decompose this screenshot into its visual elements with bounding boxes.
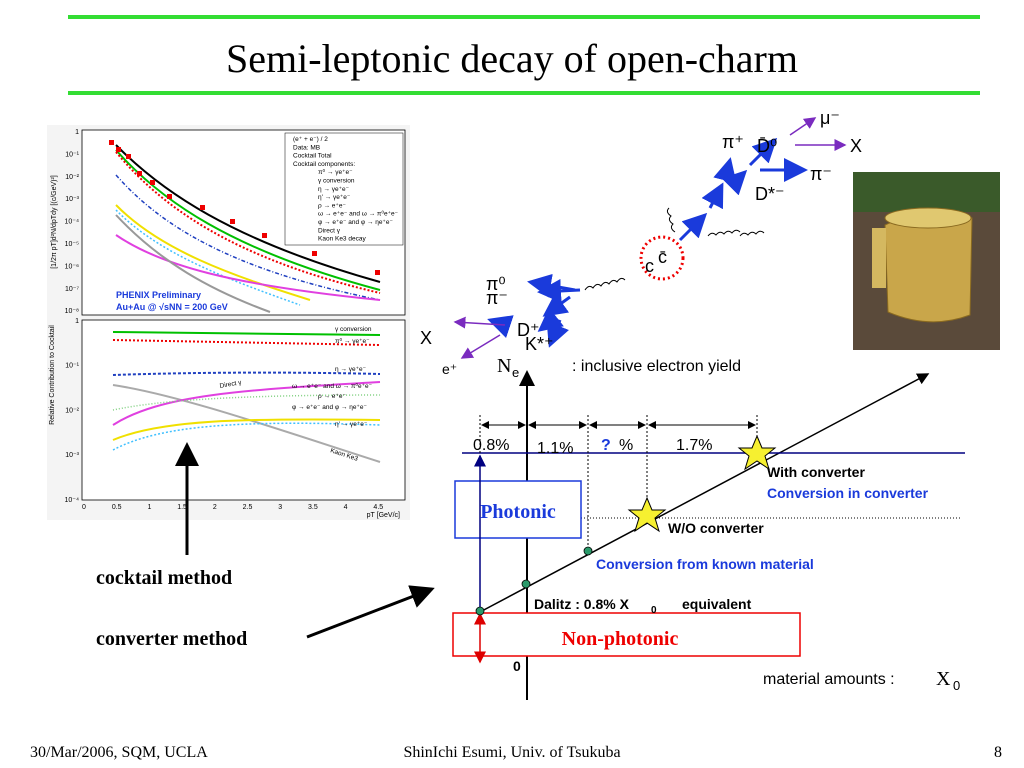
legend-entry: Data: MB [293, 144, 320, 151]
annotation: Conversion in converter [767, 485, 929, 501]
particle-label: π⁻ [810, 164, 832, 184]
curve-label: γ conversion [335, 326, 372, 333]
axis-label-sub: 0 [953, 678, 960, 693]
annotation: With converter [767, 464, 865, 480]
particle-label: μ⁻ [820, 108, 840, 128]
axis-desc: : inclusive electron yield [572, 358, 741, 375]
segment-label: 0.8% [473, 437, 509, 454]
plot-label: Au+Au @ √sNN = 200 GeV [116, 302, 228, 312]
segment-label: 1.7% [676, 437, 712, 454]
y-tick-label: 10⁻² [65, 174, 79, 181]
annotation: Conversion from known material [596, 556, 814, 572]
legend-entry: η' → γe⁺e⁻ [318, 194, 351, 201]
particle-label: π⁻ [486, 288, 508, 308]
box-label: Photonic [480, 501, 556, 523]
curve-label: ρ → e⁺e⁻ [318, 393, 346, 400]
x-tick-label: 0.5 [112, 504, 122, 511]
method-arrows [175, 442, 435, 639]
x-tick-label: 4.5 [373, 504, 383, 511]
particle-label: c̄ [658, 247, 667, 267]
legend-entry: ω → e⁺e⁻ and ω → π⁰e⁺e⁻ [318, 210, 399, 218]
y-tick-label: 10⁻¹ [65, 151, 79, 158]
y-tick-label: 10⁻⁶ [65, 263, 79, 270]
axis-title: [1/2π pT]d²N/dpTdy [(c/GeV)²] [51, 175, 58, 269]
footer-page: 8 [994, 744, 1002, 761]
axis-desc: material amounts : [763, 671, 895, 688]
curve-label: Direct γ [219, 379, 243, 390]
axis-label: X [936, 668, 951, 690]
curve-label: η' → γe⁺e⁻ [335, 421, 368, 428]
x-tick-label: 1 [147, 504, 151, 511]
particle-label: K*⁺ [525, 334, 554, 354]
y-tick-label: 10⁻³ [65, 452, 79, 459]
curve-label: η → γe⁺e⁻ [335, 366, 367, 373]
annotation: equivalent [682, 596, 752, 612]
legend-entry: γ conversion [318, 178, 355, 185]
axis-label-sub: e [512, 365, 519, 380]
x-tick-label: 1.5 [177, 504, 187, 511]
y-tick-label: 10⁻⁴ [65, 219, 80, 226]
particle-label: e⁺ [442, 361, 457, 377]
annotation: Dalitz : 0.8% X [534, 596, 630, 612]
y-tick-label: 10⁻² [65, 407, 79, 414]
particle-label: X [850, 136, 862, 156]
particle-label: X [420, 328, 432, 348]
axis-title: pT [GeV/c] [367, 512, 400, 519]
legend-entry: η → γe⁺e⁻ [318, 186, 350, 193]
y-tick-label: 10⁻⁴ [65, 497, 80, 504]
converter-diagram [452, 370, 965, 700]
annotation: W/O converter [668, 520, 764, 536]
curve-label: π⁰ → γe⁺e⁻ [335, 337, 370, 345]
y-tick-label: 1 [75, 129, 79, 136]
decay-diagram [453, 117, 847, 359]
annotation-sub: 0 [651, 605, 657, 616]
spectrum-plot [47, 125, 410, 520]
x-tick-label: 3 [278, 504, 282, 511]
curve-label: ω → e⁺e⁻ and ω → π⁰e⁺e⁻ [292, 382, 373, 390]
title-rules [68, 15, 980, 95]
particle-label: D*⁻ [755, 184, 785, 204]
footer-author: ShinIchi Esumi, Univ. of Tsukuba [403, 744, 620, 761]
converter-photo [853, 172, 1000, 350]
y-tick-label: 10⁻⁵ [65, 241, 79, 248]
plot-label: PHENIX Preliminary [116, 290, 201, 300]
y-tick-label: 10⁻³ [65, 196, 79, 203]
legend-entry: ρ → e⁺e⁻ [318, 202, 346, 209]
legend-entry: π⁰ → γe⁺e⁻ [318, 168, 353, 176]
axis-label: N [497, 355, 511, 377]
footer-date: 30/Mar/2006, SQM, UCLA [30, 744, 208, 761]
method-label: cocktail method [96, 567, 232, 589]
legend-entry: Direct γ [318, 227, 341, 234]
y-tick-label: 1 [75, 318, 79, 325]
legend-entry: Cocktail Total [293, 153, 332, 160]
legend-entry: (e⁺ + e⁻) / 2 [293, 136, 328, 143]
x-tick-label: 2.5 [243, 504, 253, 511]
particle-label: π⁺ [722, 132, 744, 152]
legend-entry: Kaon Ke3 decay [318, 236, 366, 243]
legend-entry: φ → e⁺e⁻ and φ → ηe⁺e⁻ [318, 219, 393, 226]
x-tick-label: 0 [82, 504, 86, 511]
axis-title: Relative Contribution to Cocktail [49, 325, 56, 425]
x-tick-label: 4 [344, 504, 348, 511]
box-label: Non-photonic [562, 628, 679, 650]
segment-label: % [619, 437, 633, 454]
particle-label: D⁺ [517, 320, 540, 340]
curve-label: φ → e⁺e⁻ and φ → ηe⁺e⁻ [292, 404, 367, 411]
y-tick-label: 10⁻⁸ [65, 308, 79, 315]
segment-label: ? [601, 437, 611, 454]
x-tick-label: 2 [213, 504, 217, 511]
y-tick-label: 10⁻⁷ [65, 286, 79, 293]
slide-title: Semi-leptonic decay of open-charm [226, 36, 798, 81]
y-tick-label: 10⁻¹ [65, 363, 79, 370]
particle-label: π⁰ [486, 274, 506, 294]
segment-label: 1.1% [537, 440, 573, 457]
origin-label: 0 [513, 658, 521, 674]
particle-label: D̄⁰ [757, 136, 777, 156]
legend-entry: Cocktail components: [293, 161, 355, 168]
particle-label: c [645, 256, 654, 276]
method-label: converter method [96, 628, 247, 650]
x-tick-label: 3.5 [308, 504, 318, 511]
